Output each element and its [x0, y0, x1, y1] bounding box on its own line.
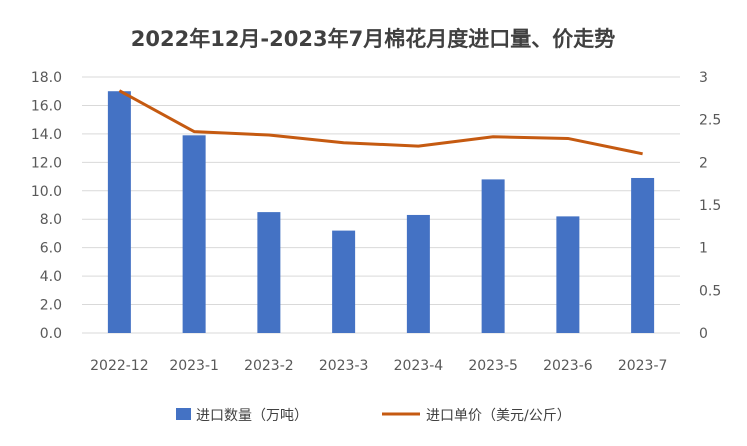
bar [332, 230, 356, 333]
x-tick-label: 2023-5 [468, 358, 518, 374]
left-tick-label: 10.0 [31, 184, 62, 200]
left-tick-label: 14.0 [31, 127, 62, 143]
left-tick-label: 4.0 [40, 269, 62, 285]
bar [631, 177, 655, 333]
right-tick-label: 3 [699, 70, 708, 86]
right-tick-label: 0 [699, 326, 708, 342]
left-axis-ticks: 0.0 2.0 4.0 6.0 8.0 10.0 12.0 14.0 16.0 18.0 [31, 70, 62, 342]
x-tick-label: 2023-1 [169, 358, 219, 374]
left-tick-label: 12.0 [31, 155, 62, 171]
legend-bar-swatch [176, 408, 191, 420]
left-tick-label: 16.0 [31, 98, 62, 114]
bar [107, 91, 131, 333]
x-tick-label: 2023-6 [543, 358, 593, 374]
legend: 进口数量（万吨） 进口单价（美元/公斤） [176, 408, 571, 424]
legend-line-label: 进口单价（美元/公斤） [426, 408, 571, 424]
line-series [118, 89, 643, 156]
left-tick-label: 8.0 [40, 212, 62, 228]
legend-bar-label: 进口数量（万吨） [196, 408, 308, 424]
x-tick-label: 2022-12 [90, 358, 149, 374]
bar [556, 216, 580, 333]
price-line [118, 89, 643, 156]
left-tick-label: 6.0 [40, 241, 62, 257]
right-tick-label: 2 [699, 155, 708, 171]
left-tick-label: 18.0 [31, 70, 62, 86]
right-tick-label: 1.5 [699, 198, 721, 214]
right-axis-ticks: 0 0.5 1 1.5 2 2.5 3 [699, 70, 721, 342]
bar [406, 214, 430, 333]
x-tick-label: 2023-4 [394, 358, 444, 374]
left-tick-label: 0.0 [40, 326, 62, 342]
x-tick-label: 2023-3 [319, 358, 369, 374]
left-tick-label: 2.0 [40, 298, 62, 314]
chart-title: 2022年12月-2023年7月棉花月度进口量、价走势 [131, 27, 615, 51]
right-tick-label: 0.5 [699, 283, 721, 299]
x-tick-label: 2023-2 [244, 358, 294, 374]
right-tick-label: 1 [699, 241, 708, 257]
bar [182, 135, 206, 333]
bar [257, 212, 281, 333]
bar [481, 179, 505, 333]
x-tick-label: 2023-7 [618, 358, 668, 374]
bar-series [107, 91, 655, 333]
gridlines [82, 76, 680, 334]
x-axis-ticks: 2022-12 2023-1 2023-2 2023-3 2023-4 2023-5 202… [90, 358, 667, 374]
right-tick-label: 2.5 [699, 113, 721, 129]
